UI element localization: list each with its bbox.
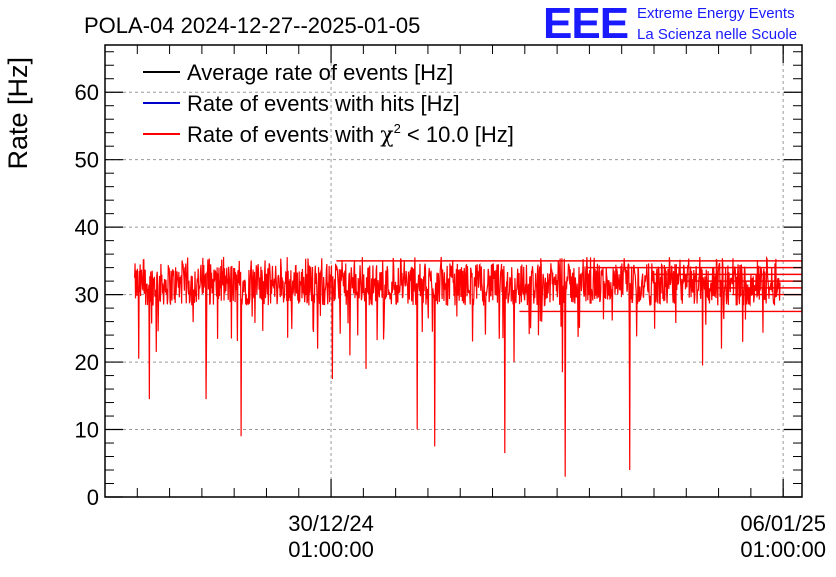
legend-label-average: Average rate of events [Hz] (187, 60, 453, 85)
legend: Average rate of events [Hz] Rate of even… (143, 60, 514, 148)
series-line-chi2 (134, 255, 781, 477)
logo-line2: La Scienza nelle Scuole (637, 26, 797, 43)
logo-line1: Extreme Energy Events (637, 5, 795, 22)
x-tick-label-date: 06/01/25 (740, 511, 826, 536)
eee-logo-letters: EEE (543, 0, 628, 48)
legend-label-chi2: Rate of events with χ2 < 10.0 [Hz] (187, 121, 514, 148)
chart-title: POLA-04 2024-12-27--2025-01-05 (84, 13, 420, 38)
x-tick-label-time: 01:00:00 (288, 537, 374, 562)
legend-label-hits: Rate of events with hits [Hz] (187, 91, 460, 116)
y-tick-label: 50 (75, 148, 99, 173)
y-tick-label: 0 (87, 485, 99, 510)
y-tick-label: 60 (75, 80, 99, 105)
x-tick-label-date: 30/12/24 (288, 511, 374, 536)
y-axis-label: Rate [Hz] (3, 57, 33, 170)
plot-frame (104, 44, 803, 498)
y-tick-label: 40 (75, 215, 99, 240)
y-tick-label: 30 (75, 283, 99, 308)
y-tick-label: 10 (75, 418, 99, 443)
eee-logo: EEE Extreme Energy Events La Scienza nel… (543, 0, 797, 48)
axis-layer: 010203040506030/12/2401:00:0006/01/2501:… (75, 44, 826, 562)
x-tick-label-time: 01:00:00 (740, 537, 826, 562)
y-tick-label: 20 (75, 350, 99, 375)
